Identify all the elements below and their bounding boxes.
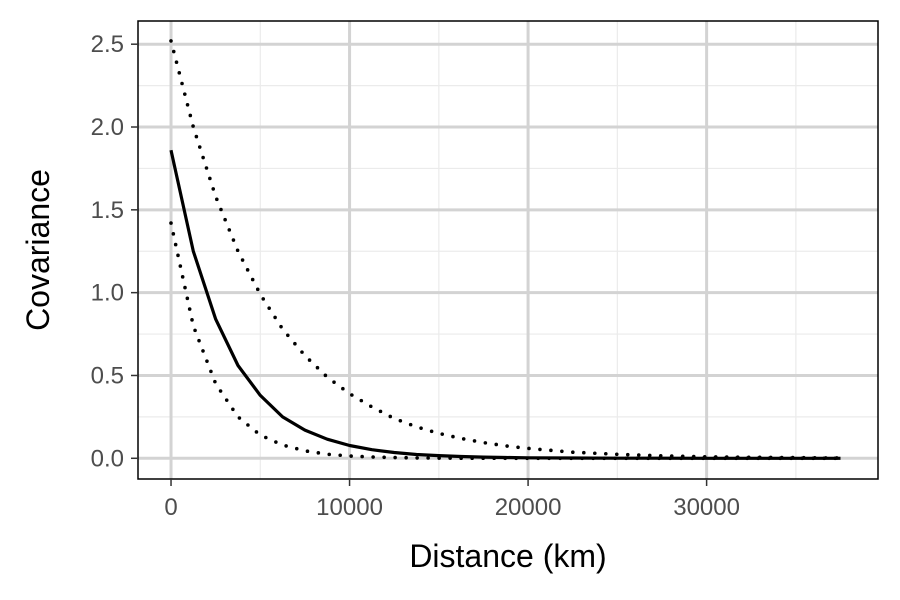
y-tick-label: 1.5	[91, 197, 124, 224]
x-tick-label: 0	[164, 494, 177, 521]
x-tick-label: 20000	[495, 494, 562, 521]
y-axis-title: Covariance	[20, 169, 56, 331]
series-layer	[169, 39, 843, 461]
y-axis-ticks: 0.0 0.5 1.0 1.5 2.0 2.5	[91, 31, 138, 472]
y-tick-label: 0.5	[91, 362, 124, 389]
x-tick-label: 10000	[316, 494, 383, 521]
y-tick-label: 1.0	[91, 280, 124, 307]
panel-border	[137, 20, 879, 480]
x-axis-ticks: 0 10000 20000 30000	[164, 479, 740, 521]
minor-grid	[138, 21, 878, 479]
series-line-dotted-2	[169, 221, 843, 461]
x-tick-label: 30000	[673, 494, 740, 521]
y-tick-label: 2.5	[91, 31, 124, 58]
y-tick-label: 2.0	[91, 114, 124, 141]
x-axis-title: Distance (km)	[409, 538, 606, 574]
y-tick-label: 0.0	[91, 445, 124, 472]
